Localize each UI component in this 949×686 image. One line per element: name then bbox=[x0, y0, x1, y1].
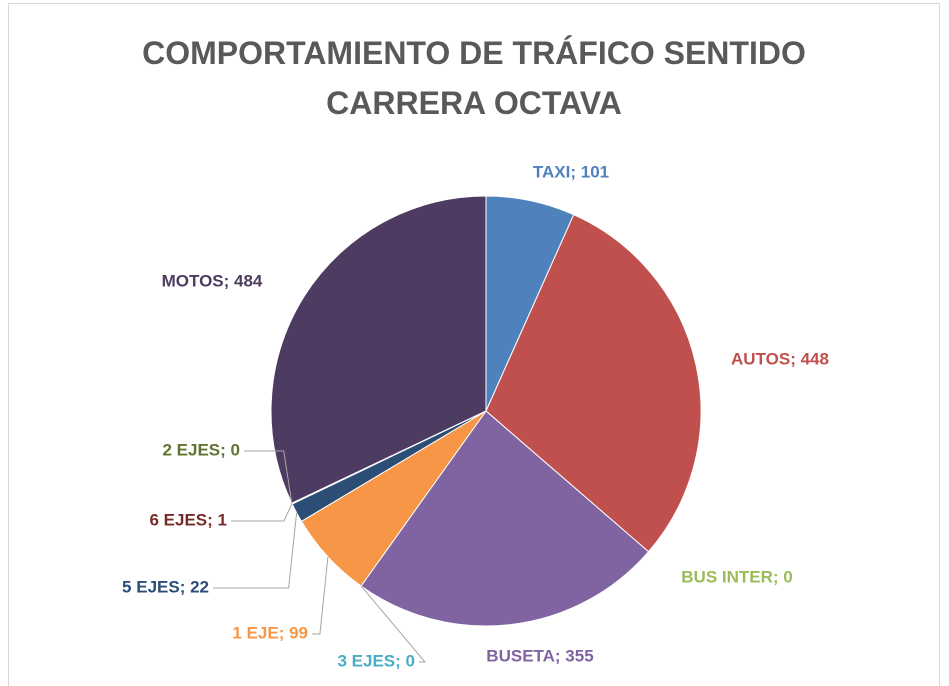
chart-border bbox=[8, 3, 940, 686]
data-label: TAXI; 101 bbox=[533, 162, 609, 181]
data-label: MOTOS; 484 bbox=[162, 271, 263, 290]
leader-line bbox=[213, 512, 298, 589]
leader-line bbox=[244, 450, 293, 504]
data-label: 6 EJES; 1 bbox=[150, 510, 228, 529]
data-label: AUTOS; 448 bbox=[731, 349, 829, 368]
pie-slice bbox=[270, 195, 487, 504]
chart-title: COMPORTAMIENTO DE TRÁFICO SENTIDO CARRER… bbox=[142, 35, 806, 121]
data-label: BUS INTER; 0 bbox=[681, 567, 792, 586]
data-label: 2 EJES; 0 bbox=[163, 440, 241, 459]
data-label: 3 EJES; 0 bbox=[338, 651, 416, 670]
data-label: 1 EJE; 99 bbox=[232, 623, 308, 642]
pie-slice bbox=[485, 214, 702, 553]
leader-line bbox=[312, 556, 329, 635]
leader-line bbox=[360, 585, 427, 663]
pie-slice bbox=[360, 410, 650, 627]
data-label: 5 EJES; 22 bbox=[122, 577, 209, 596]
leader-line bbox=[231, 503, 293, 522]
data-label: BUSETA; 355 bbox=[486, 646, 593, 665]
